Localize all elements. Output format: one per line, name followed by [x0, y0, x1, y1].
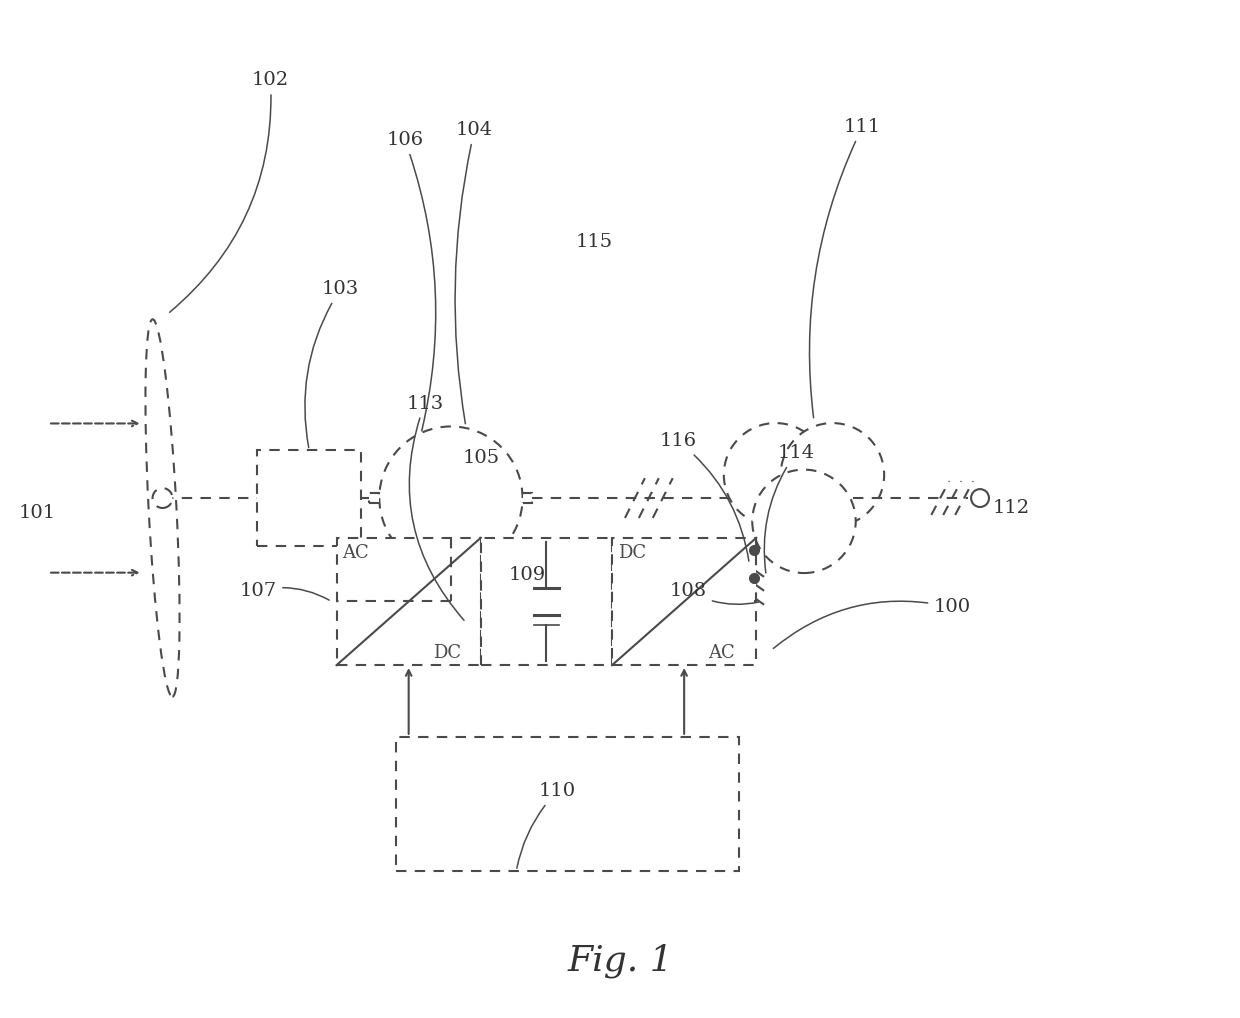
- Circle shape: [971, 489, 990, 507]
- FancyBboxPatch shape: [397, 737, 739, 871]
- Circle shape: [781, 423, 884, 526]
- Text: Fig. 1: Fig. 1: [567, 944, 673, 977]
- Circle shape: [153, 488, 172, 508]
- FancyBboxPatch shape: [336, 538, 481, 665]
- Text: 109: 109: [508, 566, 546, 583]
- Text: AC: AC: [342, 544, 370, 562]
- Text: 112: 112: [993, 499, 1030, 517]
- Circle shape: [753, 469, 856, 573]
- Text: 110: 110: [517, 783, 575, 868]
- Bar: [370, 493, 379, 503]
- Text: 104: 104: [455, 121, 494, 423]
- Text: 101: 101: [19, 504, 56, 522]
- Text: 114: 114: [764, 444, 815, 573]
- Circle shape: [379, 427, 522, 570]
- Text: 102: 102: [170, 71, 289, 313]
- Text: 111: 111: [810, 118, 880, 417]
- Circle shape: [724, 423, 827, 526]
- Text: 115: 115: [575, 233, 613, 251]
- Text: DC: DC: [618, 544, 646, 562]
- FancyBboxPatch shape: [613, 538, 756, 665]
- Text: 100: 100: [774, 599, 971, 648]
- Text: 108: 108: [670, 581, 759, 605]
- Text: 113: 113: [407, 395, 464, 620]
- Bar: [522, 493, 532, 503]
- FancyBboxPatch shape: [257, 450, 361, 546]
- Text: AC: AC: [708, 644, 735, 662]
- Text: 103: 103: [305, 280, 358, 448]
- Text: 107: 107: [241, 581, 329, 601]
- Text: 105: 105: [463, 449, 500, 467]
- Text: DC: DC: [433, 644, 461, 662]
- Text: 106: 106: [387, 131, 435, 431]
- FancyBboxPatch shape: [481, 538, 613, 665]
- Text: 116: 116: [660, 433, 749, 561]
